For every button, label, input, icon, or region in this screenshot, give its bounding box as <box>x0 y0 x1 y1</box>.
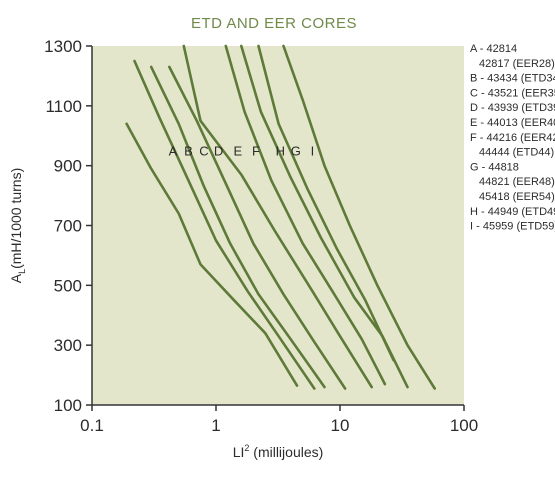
x-tick-label: 100 <box>450 416 478 435</box>
legend-entry: F - 44216 (EER42) <box>470 132 555 144</box>
plot-area <box>92 46 464 405</box>
legend: A - 42814 42817 (EER28) B - 43434 (ETD34) C… <box>470 43 555 233</box>
legend-entry: C - 43521 (EER35L) <box>470 87 555 99</box>
curve-c <box>149 65 326 389</box>
y-tick-label: 500 <box>54 276 82 295</box>
y-tick-label: 900 <box>54 157 82 176</box>
x-axis-label-superscript: 2 <box>244 443 249 453</box>
legend-entry: A - 42814 <box>470 43 517 55</box>
curve-a <box>125 122 299 387</box>
x-tick-label: 0.1 <box>80 416 104 435</box>
legend-entry: 44821 (EER48) <box>479 176 555 188</box>
y-axis-label-unit: (mH/1000 turns) <box>8 168 24 269</box>
curve-label-a: A <box>169 144 178 159</box>
curve-h <box>240 44 409 389</box>
y-tick-label: 1300 <box>44 37 82 56</box>
legend-entry: H - 44949 (ETD49) <box>470 206 555 218</box>
legend-entry: 44444 (ETD44) <box>479 147 554 159</box>
y-ticks-group: 100 300 500 700 900 1100 1300 <box>44 37 92 415</box>
legend-entry: D - 43939 (ETD39) <box>470 102 555 114</box>
y-axis-label-subscript: L <box>17 269 27 274</box>
chart-title: ETD AND EER CORES <box>191 15 357 32</box>
legend-entry: B - 43434 (ETD34) <box>470 73 555 85</box>
x-axis-label: LI2 (millijoules) <box>233 443 324 460</box>
curve-label-h: H <box>276 144 285 159</box>
x-axis-label-unit: (millijoules) <box>249 444 323 460</box>
curve-b <box>133 59 316 390</box>
curve-labels-group: A B C D E F GH I <box>169 144 315 159</box>
y-tick-label: 300 <box>54 336 82 355</box>
y-tick-label: 700 <box>54 217 82 236</box>
curve-e <box>182 44 373 389</box>
legend-entry: E - 44013 (EER40) <box>470 117 555 129</box>
x-tick-label: 1 <box>211 416 220 435</box>
y-tick-label: 1100 <box>45 97 82 116</box>
legend-entry: G - 44818 <box>470 161 519 173</box>
curve-i <box>282 44 436 390</box>
y-axis-label: AL(mH/1000 turns) <box>8 168 27 284</box>
curve-label-c: C <box>199 144 208 159</box>
x-ticks-group: 0.1 1 10 100 <box>80 405 478 435</box>
curve-label-g: G <box>291 144 301 159</box>
curves-group <box>125 44 436 390</box>
curve-label-b: B <box>184 144 193 159</box>
legend-entry: I - 45959 (ETD59) <box>470 221 555 233</box>
x-tick-label: 10 <box>331 416 350 435</box>
legend-entry: 45418 (EER54) <box>479 191 555 203</box>
curve-d <box>168 65 347 390</box>
curve-g <box>257 44 395 362</box>
x-axis-label-main: LI <box>233 444 245 460</box>
curve-label-e: E <box>233 144 242 159</box>
y-axis-label-main: A <box>8 273 24 283</box>
curve-label-f: F <box>252 144 260 159</box>
curve-f <box>224 44 387 386</box>
curve-label-i: I <box>311 144 315 159</box>
y-tick-label: 100 <box>54 396 82 415</box>
curve-label-d: D <box>214 144 223 159</box>
legend-entry: 42817 (EER28) <box>479 58 555 70</box>
